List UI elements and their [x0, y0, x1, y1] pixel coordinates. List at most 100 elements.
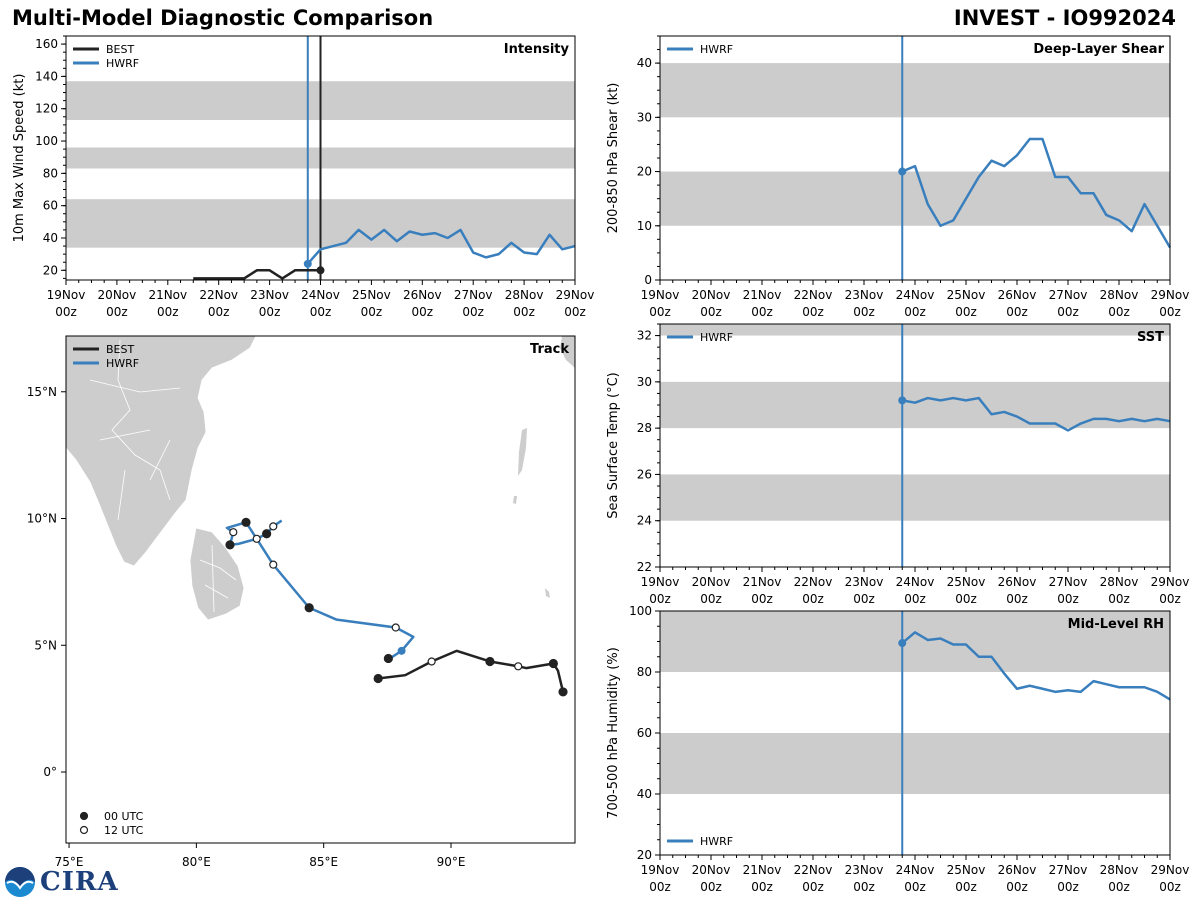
- panel-title: Intensity: [504, 42, 570, 57]
- lon-tick-label: 75°E: [55, 855, 84, 869]
- x-tick-sublabel: 00z: [1057, 592, 1079, 606]
- sst-frame: [659, 323, 1171, 568]
- best-00utc-marker: [373, 673, 383, 684]
- y-tick-label: 80: [43, 166, 58, 180]
- threshold-band: [660, 324, 1170, 336]
- rh-frame: [659, 610, 1171, 856]
- hwrf-track-start: [397, 646, 406, 655]
- lat-tick-label: 5°N: [34, 638, 57, 652]
- track-frame: [65, 335, 576, 844]
- x-tick-label: 21Nov: [148, 288, 187, 302]
- x-tick-sublabel: 00z: [1108, 305, 1130, 319]
- hwrf-12utc-marker: [252, 534, 261, 543]
- x-tick-sublabel: 00z: [1006, 305, 1028, 319]
- y-tick-label: 20: [637, 165, 652, 179]
- x-tick-label: 20Nov: [692, 288, 731, 302]
- x-tick-sublabel: 00z: [802, 880, 824, 894]
- intensity-frame: [65, 35, 576, 281]
- y-tick-label: 40: [43, 231, 58, 245]
- x-tick-sublabel: 00z: [1159, 592, 1181, 606]
- x-tick-label: 22Nov: [794, 288, 833, 302]
- x-tick-label: 27Nov: [1049, 575, 1088, 589]
- x-tick-sublabel: 00z: [259, 305, 281, 319]
- marker-legend-label: 12 UTC: [104, 824, 144, 837]
- x-tick-sublabel: 00z: [1057, 305, 1079, 319]
- x-tick-label: 20Nov: [692, 863, 731, 877]
- best-12utc-marker: [427, 657, 436, 666]
- track-map-land: [66, 336, 575, 621]
- x-tick-label: 24Nov: [896, 575, 935, 589]
- lon-tick-label: 85°E: [309, 855, 338, 869]
- lon-tick-label: 90°E: [437, 855, 466, 869]
- panel-title: Mid-Level RH: [1068, 617, 1164, 632]
- y-tick-label: 100: [35, 134, 58, 148]
- legend-best-label: BEST: [106, 343, 134, 356]
- x-tick-sublabel: 00z: [649, 305, 671, 319]
- y-axis-label: 10m Max Wind Speed (kt): [12, 74, 27, 243]
- hwrf-line: [901, 631, 1171, 701]
- x-tick-label: 29Nov: [1151, 288, 1190, 302]
- hwrf-00utc-marker: [383, 653, 393, 664]
- x-tick-label: 22Nov: [794, 863, 833, 877]
- hwrf-line: [901, 137, 1172, 249]
- legend-hwrf-label: HWRF: [106, 357, 139, 370]
- x-tick-label: 29Nov: [556, 288, 595, 302]
- x-tick-sublabel: 00z: [904, 880, 926, 894]
- y-tick-label: 28: [637, 421, 652, 435]
- threshold-band: [660, 611, 1170, 672]
- hwrf-line: [306, 228, 576, 265]
- legend-hwrf-label: HWRF: [106, 57, 139, 70]
- hwrf-12utc-marker: [229, 528, 238, 537]
- x-tick-label: 27Nov: [454, 288, 493, 302]
- y-tick-label: 80: [637, 665, 652, 679]
- legend-hwrf-label: HWRF: [700, 43, 733, 56]
- rh-panel: 19Nov 00z 20Nov 00z 21Nov 00z 22Nov 00z 23Nov 00z…: [606, 604, 1189, 894]
- sst-panel: 19Nov 00z 20Nov 00z 21Nov 00z 22Nov 00z 23Nov 00z…: [606, 323, 1190, 606]
- legend-00utc-marker: [79, 811, 89, 821]
- x-tick-sublabel: 00z: [1006, 880, 1028, 894]
- x-tick-label: 24Nov: [896, 288, 935, 302]
- sri-lanka-borders: [199, 544, 237, 613]
- y-tick-label: 40: [637, 787, 652, 801]
- x-tick-sublabel: 00z: [1108, 592, 1130, 606]
- y-tick-label: 120: [35, 102, 58, 116]
- x-tick-sublabel: 00z: [1159, 880, 1181, 894]
- best-end-marker: [316, 266, 325, 275]
- best-00utc-marker: [548, 658, 558, 669]
- x-tick-label: 24Nov: [896, 863, 935, 877]
- y-tick-label: 32: [637, 329, 652, 343]
- panel-title: SST: [1137, 330, 1164, 345]
- y-tick-label: 30: [637, 110, 652, 124]
- best-track-line: [378, 649, 565, 693]
- marker-legend-label: 00 UTC: [104, 810, 144, 823]
- x-tick-sublabel: 00z: [853, 592, 875, 606]
- x-tick-label: 21Nov: [743, 863, 782, 877]
- sri-lanka-land: [189, 527, 245, 621]
- x-tick-label: 25Nov: [947, 863, 986, 877]
- x-tick-sublabel: 00z: [955, 880, 977, 894]
- x-tick-sublabel: 00z: [955, 592, 977, 606]
- hwrf-12utc-marker: [391, 623, 400, 632]
- lon-tick-label: 80°E: [182, 855, 211, 869]
- x-tick-label: 19Nov: [47, 288, 86, 302]
- lat-tick-label: 15°N: [27, 385, 57, 399]
- y-axis-label: 200-850 hPa Shear (kt): [606, 83, 621, 234]
- x-tick-sublabel: 00z: [751, 305, 773, 319]
- x-tick-label: 22Nov: [199, 288, 238, 302]
- legend-12utc-marker: [79, 825, 89, 835]
- x-tick-sublabel: 00z: [853, 880, 875, 894]
- x-tick-sublabel: 00z: [310, 305, 332, 319]
- x-tick-label: 29Nov: [1151, 863, 1190, 877]
- x-tick-label: 26Nov: [998, 288, 1037, 302]
- x-tick-label: 29Nov: [1151, 575, 1190, 589]
- y-tick-label: 100: [629, 604, 652, 618]
- x-tick-label: 23Nov: [845, 288, 884, 302]
- x-tick-label: 25Nov: [352, 288, 391, 302]
- x-tick-sublabel: 00z: [700, 880, 722, 894]
- shear-panel: 19Nov 00z 20Nov 00z 21Nov 00z 22Nov 00z 23Nov 00z…: [606, 35, 1190, 319]
- y-tick-label: 24: [637, 514, 652, 528]
- x-tick-sublabel: 00z: [513, 305, 535, 319]
- x-tick-label: 19Nov: [641, 863, 680, 877]
- y-tick-label: 20: [637, 848, 652, 862]
